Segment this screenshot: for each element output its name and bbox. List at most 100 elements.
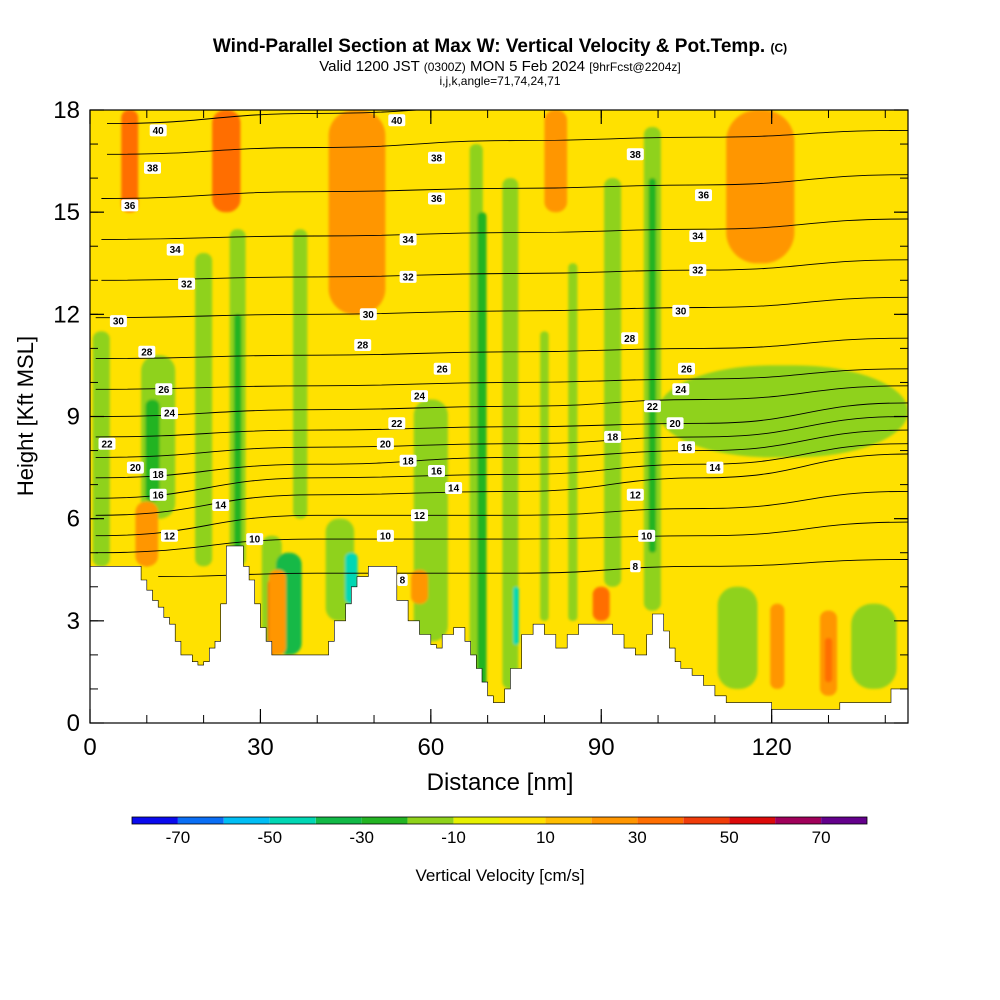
svg-text:12: 12 — [164, 531, 176, 542]
contour-label-40: 14 — [706, 461, 724, 474]
svg-text:24: 24 — [414, 392, 426, 403]
colorbar-tick-7: 70 — [812, 828, 831, 847]
svg-text:14: 14 — [215, 501, 227, 512]
x-tick-label-0: 0 — [83, 734, 96, 761]
svg-text:34: 34 — [170, 245, 182, 256]
contour-label-9: 34 — [399, 233, 417, 246]
theta-contour-40 — [106, 110, 424, 125]
svg-text:40: 40 — [391, 116, 403, 127]
svg-text:22: 22 — [391, 419, 403, 430]
copyright-mark: (C) — [770, 41, 788, 55]
valid-time-line: Valid 1200 JST (0300Z) MON 5 Feb 2024 [9… — [0, 59, 1000, 75]
colorbar-tick-6: 50 — [720, 828, 739, 847]
velocity-cell-26 — [328, 110, 386, 315]
velocity-cell-33 — [411, 569, 428, 604]
svg-text:22: 22 — [647, 402, 659, 413]
contour-label-29: 20 — [126, 461, 144, 474]
velocity-cell-28 — [726, 110, 795, 264]
svg-text:24: 24 — [164, 409, 176, 420]
velocity-cell-18 — [604, 178, 622, 587]
terrain-mask — [90, 545, 908, 723]
contour-label-41: 12 — [161, 529, 178, 542]
svg-text:12: 12 — [630, 490, 642, 501]
svg-text:18: 18 — [403, 456, 415, 467]
y-tick-label-0: 0 — [67, 710, 80, 737]
contour-label-12: 32 — [399, 270, 417, 284]
theta-contour-32 — [101, 259, 908, 281]
title-block: Wind-Parallel Section at Max W: Vertical… — [0, 36, 1000, 87]
y-tick-label-12: 12 — [53, 301, 80, 328]
y-tick-label-6: 6 — [67, 506, 80, 533]
contour-label-23: 24 — [161, 407, 178, 420]
x-tick-label-30: 30 — [247, 734, 274, 761]
colorbar-swatch-12 — [683, 817, 730, 824]
colorbar-swatch-2 — [223, 817, 270, 824]
plot-area: 40 40 38 38 38 36 36 36 34 34 34 32 32 32 30 30 30 28 28 28… — [90, 110, 908, 723]
contour-label-18: 28 — [354, 339, 372, 352]
svg-text:38: 38 — [147, 164, 159, 175]
colorbar-swatch-15 — [821, 817, 867, 824]
contour-label-27: 22 — [388, 417, 406, 430]
y-tick-label-18: 18 — [53, 97, 80, 124]
colorbar-tick-4: 10 — [536, 828, 555, 847]
svg-text:14: 14 — [709, 463, 721, 474]
colorbar-swatch-11 — [637, 817, 684, 824]
velocity-cell-22 — [717, 586, 758, 689]
velocity-cell-27 — [544, 110, 568, 213]
contour-label-35: 16 — [149, 488, 167, 501]
theta-contour-10 — [95, 521, 908, 554]
valid-zulu: (0300Z) — [423, 60, 466, 74]
contour-label-17: 28 — [138, 345, 156, 358]
colorbar-tick-3: -10 — [441, 828, 466, 847]
colorbar-swatch-3 — [269, 817, 316, 824]
contour-label-4: 38 — [626, 148, 644, 161]
velocity-cell-20 — [648, 178, 657, 553]
svg-text:30: 30 — [113, 317, 125, 328]
contour-label-8: 34 — [166, 243, 184, 256]
velocity-cell-5 — [234, 314, 242, 553]
velocity-cell-24 — [121, 110, 139, 213]
theta-contour-22 — [95, 402, 908, 438]
velocity-cell-3 — [195, 253, 213, 567]
colorbar-swatch-4 — [315, 817, 362, 824]
contour-label-1: 40 — [388, 114, 406, 127]
valid-date: MON 5 Feb 2024 — [469, 58, 586, 75]
theta-contour-28 — [95, 337, 908, 360]
svg-text:34: 34 — [403, 235, 415, 246]
colorbar-swatch-6 — [407, 817, 454, 824]
y-tick-label-9: 9 — [67, 404, 80, 431]
contour-label-20: 26 — [155, 383, 173, 396]
svg-text:38: 38 — [431, 153, 443, 164]
svg-text:32: 32 — [181, 279, 193, 290]
contour-label-45: 10 — [376, 529, 394, 542]
y-tick-label-15: 15 — [53, 199, 80, 226]
theta-contours — [95, 110, 908, 578]
velocity-cell-2 — [145, 399, 160, 502]
theta-contour-38 — [106, 129, 908, 155]
velocity-cell-34 — [592, 586, 610, 621]
contour-labels: 40 40 38 38 38 36 36 36 34 34 34 32 32 32 30 30 30 28 28 28… — [98, 114, 724, 587]
velocity-cell-16 — [540, 331, 549, 621]
contour-label-43: 12 — [626, 488, 644, 501]
svg-text:20: 20 — [380, 439, 392, 450]
velocity-cell-23 — [851, 603, 897, 689]
svg-text:36: 36 — [698, 191, 710, 202]
contour-label-15: 30 — [359, 308, 377, 321]
velocity-cell-35 — [770, 603, 785, 689]
svg-text:16: 16 — [431, 467, 443, 478]
y-axis-title: Height [Kft MSL] — [13, 336, 38, 496]
velocity-cell-14 — [502, 178, 519, 689]
contour-label-2: 38 — [144, 161, 161, 175]
svg-text:8: 8 — [400, 576, 406, 587]
x-tick-label-90: 90 — [588, 734, 615, 761]
contour-label-5: 36 — [121, 199, 139, 212]
x-axis-title: Distance [nm] — [427, 769, 574, 796]
colorbar-tick-1: -50 — [258, 828, 283, 847]
chart-title-main: Wind-Parallel Section at Max W: Vertical… — [212, 36, 766, 57]
svg-text:10: 10 — [641, 531, 653, 542]
svg-text:10: 10 — [380, 531, 392, 542]
colorbar: -70 -50 -30 -10 10 30 50 70 — [131, 816, 868, 847]
x-tick-label-60: 60 — [417, 734, 444, 761]
svg-text:38: 38 — [630, 150, 642, 161]
velocity-cell-13 — [477, 212, 487, 689]
